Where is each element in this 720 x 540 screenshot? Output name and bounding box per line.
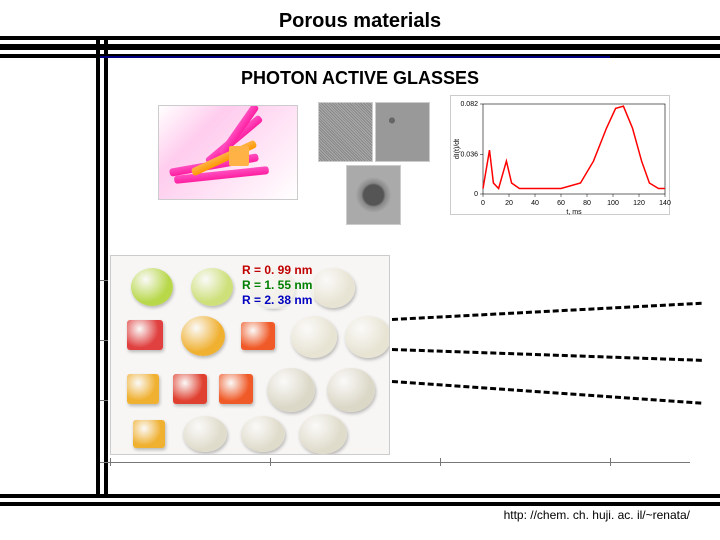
r-value: R = 0. 99 nm [242, 263, 312, 278]
sem-image-a [318, 102, 373, 162]
dashed-line [392, 380, 701, 405]
decay-chart: 0 20 40 60 80 100 120 140 t, ms 0 0.036 0.082 dI(t)/… [450, 95, 670, 215]
glass-chip [131, 268, 173, 306]
rule-navy [100, 56, 610, 58]
glass-chip [191, 268, 233, 306]
svg-text:dI(t)/dt: dI(t)/dt [454, 139, 461, 159]
glass-chip [327, 368, 375, 412]
glass-chip [241, 322, 275, 350]
tick [270, 458, 271, 466]
svg-text:40: 40 [531, 200, 539, 207]
glass-chip [345, 316, 390, 358]
r-value: R = 2. 38 nm [242, 293, 312, 308]
vtick [100, 400, 108, 401]
svg-text:0: 0 [474, 191, 478, 198]
tick [440, 458, 441, 466]
svg-text:100: 100 [607, 200, 619, 207]
tick [610, 458, 611, 466]
left-double-rule [96, 36, 108, 496]
glass-chip [299, 414, 347, 454]
sem-image-c [346, 165, 401, 225]
tick [110, 458, 111, 466]
glass-chip [183, 416, 227, 452]
svg-text:20: 20 [505, 200, 513, 207]
svg-text:0: 0 [481, 200, 485, 207]
svg-text:140: 140 [659, 200, 671, 207]
page-title: Porous materials [0, 10, 720, 33]
vtick [100, 280, 108, 281]
photo-glass-rods [158, 105, 298, 200]
glass-chip [291, 316, 337, 358]
sem-image-b [375, 102, 430, 162]
r-value-labels: R = 0. 99 nmR = 1. 55 nmR = 2. 38 nm [240, 262, 314, 309]
glass-chip [267, 368, 315, 412]
dashed-line [392, 302, 702, 321]
glass-chip [173, 374, 207, 404]
glass-chip [127, 320, 163, 350]
bottom-axis [100, 462, 690, 463]
slide: Porous materials PHOTON ACTIVE GLASSES 0… [0, 0, 720, 540]
glass-chip [181, 316, 225, 356]
svg-text:0.036: 0.036 [460, 151, 478, 158]
glass-chip [219, 374, 253, 404]
svg-text:0.082: 0.082 [460, 101, 478, 108]
subtitle: PHOTON ACTIVE GLASSES [0, 68, 720, 89]
svg-text:80: 80 [583, 200, 591, 207]
vtick [100, 340, 108, 341]
glass-chip [127, 374, 159, 404]
footer-url: http: //chem. ch. huji. ac. il/~renata/ [0, 508, 690, 522]
glass-chip [133, 420, 165, 448]
svg-text:t, ms: t, ms [566, 209, 582, 216]
svg-text:120: 120 [633, 200, 645, 207]
glass-chip [311, 268, 355, 308]
r-value: R = 1. 55 nm [242, 278, 312, 293]
rule-bottom [0, 494, 720, 506]
svg-text:60: 60 [557, 200, 565, 207]
glass-chip [241, 416, 285, 452]
dashed-line [392, 348, 702, 362]
